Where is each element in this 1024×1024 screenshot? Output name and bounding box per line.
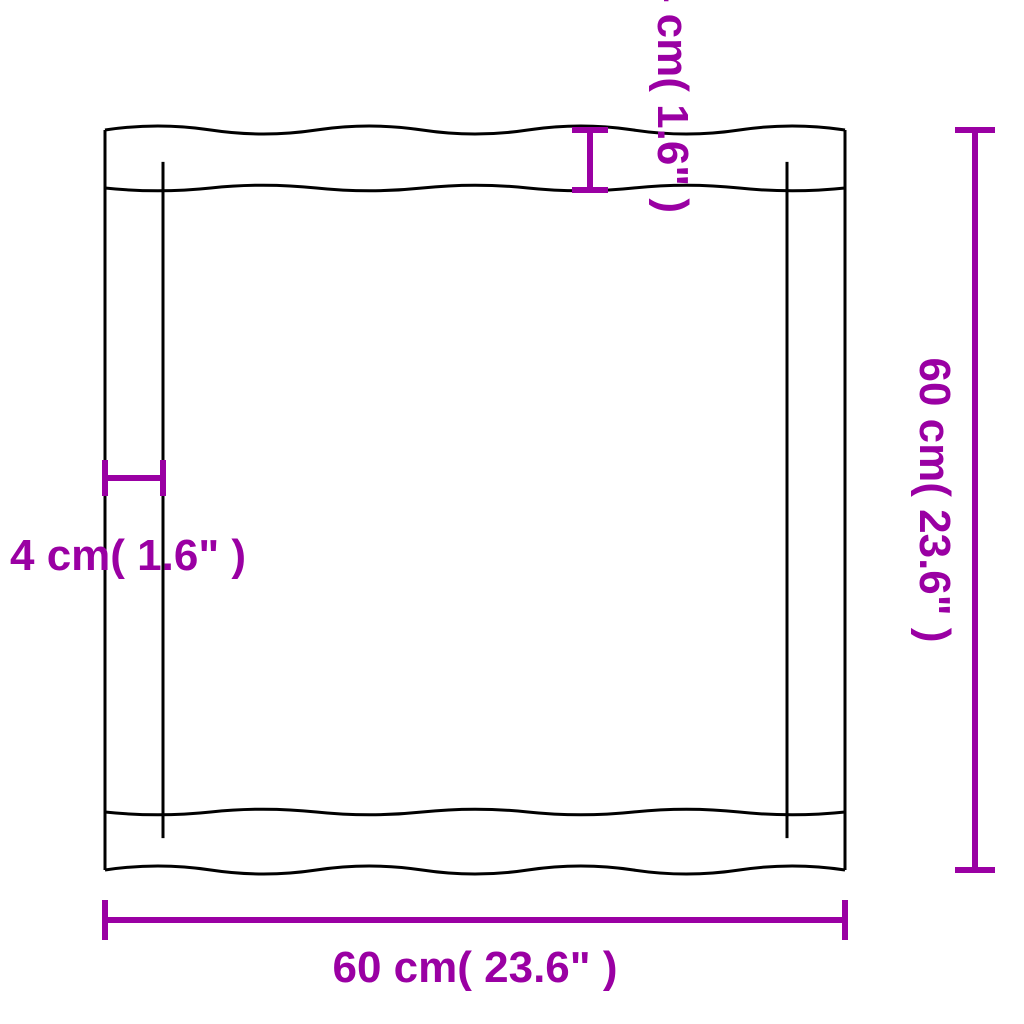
top-edge-inner <box>105 185 845 191</box>
bottom-edge-outer <box>105 866 845 874</box>
dim-height-label: 60 cm( 23.6" ) <box>910 357 959 642</box>
top-edge-outer <box>105 126 845 134</box>
dim-height: 60 cm( 23.6" ) <box>910 130 995 870</box>
dim-thickness-top-label: 4 cm( 1.6" ) <box>648 0 697 213</box>
dim-thickness-left: 4 cm( 1.6" ) <box>10 460 246 580</box>
product-frame <box>105 126 845 874</box>
bottom-edge-inner <box>105 809 845 815</box>
dim-thickness-top: 4 cm( 1.6" ) <box>572 0 697 213</box>
dim-thickness-left-label: 4 cm( 1.6" ) <box>10 531 246 580</box>
dim-width-label: 60 cm( 23.6" ) <box>332 943 617 992</box>
dimension-diagram: 60 cm( 23.6" ) 60 cm( 23.6" ) 4 cm( 1.6" )… <box>0 0 1024 1024</box>
dim-width: 60 cm( 23.6" ) <box>105 900 845 992</box>
